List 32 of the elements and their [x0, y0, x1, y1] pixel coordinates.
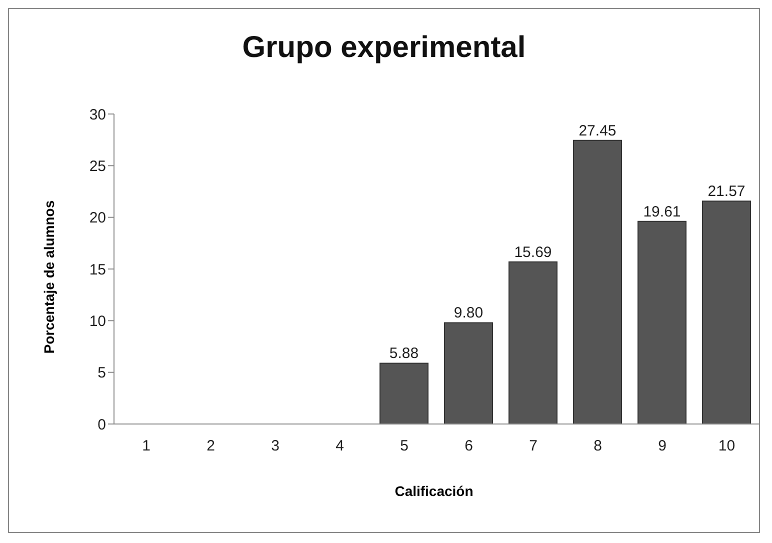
x-tick-label: 5 [400, 438, 408, 455]
y-tick-label: 10 [89, 312, 106, 330]
y-tick-label: 0 [98, 416, 106, 434]
x-tick-label: 3 [271, 438, 280, 455]
data-label: 21.57 [708, 183, 746, 200]
x-tick-label: 7 [529, 438, 538, 455]
data-label: 15.69 [514, 244, 552, 261]
y-tick-label: 30 [89, 106, 106, 124]
y-axis-title: Porcentaje de alumnos [41, 200, 57, 354]
bar [444, 322, 493, 424]
bar [380, 362, 428, 424]
x-tick-label: 2 [206, 438, 215, 455]
x-tick-label: 9 [658, 438, 666, 455]
bar [702, 200, 751, 424]
bar [573, 140, 622, 424]
data-label: 5.88 [389, 345, 419, 362]
y-tick-label: 25 [89, 158, 106, 175]
y-tick-label: 15 [89, 261, 106, 278]
x-tick-label: 6 [464, 438, 473, 455]
data-label: 19.61 [643, 203, 681, 220]
y-tick-label: 5 [98, 364, 106, 382]
y-tick-label: 20 [89, 210, 106, 227]
x-tick-label: 1 [142, 438, 150, 455]
chart-title: Grupo experimental [241, 31, 527, 65]
bar [508, 261, 558, 424]
bar [638, 220, 686, 424]
data-label: 27.45 [578, 122, 616, 140]
data-label: 9.80 [454, 304, 484, 322]
x-tick-label: 4 [336, 438, 344, 455]
x-tick-label: 8 [594, 438, 602, 455]
x-axis-title: Calificación [394, 483, 474, 499]
x-tick-label: 10 [718, 438, 736, 455]
